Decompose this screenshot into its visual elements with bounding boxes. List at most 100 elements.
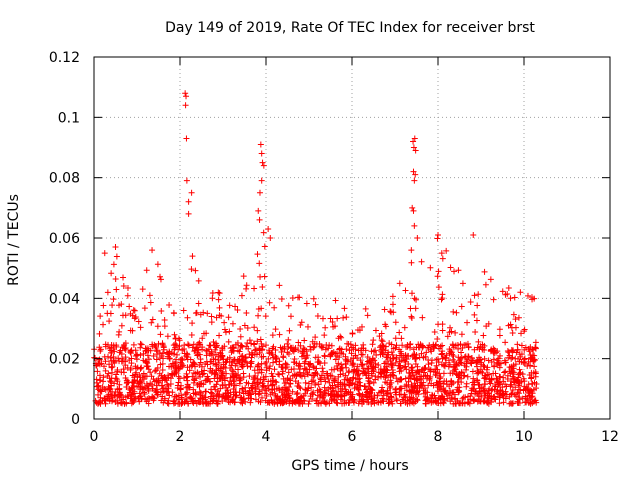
data-point bbox=[474, 370, 481, 377]
data-point bbox=[221, 319, 228, 326]
data-point bbox=[438, 351, 445, 358]
data-point bbox=[327, 315, 334, 322]
data-point bbox=[198, 363, 205, 370]
data-point bbox=[369, 372, 376, 379]
data-point bbox=[191, 360, 198, 367]
data-point bbox=[212, 386, 219, 393]
data-point bbox=[166, 355, 173, 362]
data-point bbox=[244, 340, 251, 347]
data-point bbox=[167, 380, 174, 387]
data-point bbox=[450, 342, 457, 349]
data-point bbox=[426, 342, 433, 349]
data-point bbox=[386, 399, 393, 406]
data-point bbox=[443, 352, 450, 359]
data-point bbox=[108, 270, 115, 277]
data-point bbox=[216, 304, 223, 311]
data-point bbox=[411, 135, 418, 142]
data-point bbox=[268, 349, 275, 356]
data-point bbox=[256, 189, 263, 196]
data-point bbox=[450, 380, 457, 387]
data-point bbox=[266, 299, 273, 306]
data-point bbox=[207, 389, 214, 396]
data-point bbox=[102, 358, 109, 365]
data-point bbox=[172, 335, 179, 342]
data-point bbox=[108, 349, 115, 356]
data-point bbox=[225, 398, 232, 405]
data-point bbox=[453, 371, 460, 378]
data-point bbox=[485, 357, 492, 364]
data-point bbox=[285, 369, 292, 376]
data-point bbox=[344, 340, 351, 347]
data-point bbox=[106, 397, 113, 404]
data-point bbox=[102, 367, 109, 374]
data-point bbox=[506, 368, 513, 375]
data-point bbox=[255, 306, 262, 313]
data-point bbox=[283, 364, 290, 371]
data-point bbox=[158, 372, 165, 379]
data-point bbox=[308, 384, 315, 391]
data-point bbox=[346, 376, 353, 383]
data-point bbox=[448, 328, 455, 335]
data-point bbox=[471, 382, 478, 389]
data-point bbox=[531, 356, 538, 363]
data-point bbox=[234, 347, 241, 354]
data-point bbox=[380, 398, 387, 405]
data-point bbox=[222, 359, 229, 366]
data-point bbox=[272, 378, 279, 385]
data-point bbox=[261, 243, 268, 250]
data-point bbox=[425, 345, 432, 352]
data-point bbox=[426, 376, 433, 383]
data-point bbox=[247, 363, 254, 370]
data-point bbox=[274, 400, 281, 407]
data-point bbox=[322, 324, 329, 331]
data-point bbox=[209, 398, 216, 405]
data-point bbox=[445, 392, 452, 399]
data-point bbox=[131, 307, 138, 314]
data-point bbox=[251, 379, 258, 386]
data-point bbox=[416, 373, 423, 380]
data-point bbox=[434, 235, 441, 242]
data-point bbox=[189, 398, 196, 405]
data-point bbox=[179, 347, 186, 354]
data-point bbox=[481, 268, 488, 275]
data-point bbox=[183, 384, 190, 391]
data-point bbox=[394, 397, 401, 404]
data-point bbox=[381, 367, 388, 374]
data-point bbox=[322, 378, 329, 385]
data-point bbox=[220, 356, 227, 363]
data-point bbox=[376, 333, 383, 340]
data-point bbox=[332, 375, 339, 382]
data-point bbox=[132, 393, 139, 400]
data-point bbox=[286, 327, 293, 334]
data-point bbox=[314, 371, 321, 378]
data-point bbox=[250, 376, 257, 383]
data-point bbox=[350, 369, 357, 376]
data-point bbox=[427, 264, 434, 271]
data-point bbox=[159, 366, 166, 373]
data-point bbox=[225, 338, 232, 345]
data-point bbox=[258, 150, 265, 157]
data-point bbox=[207, 395, 214, 402]
data-point bbox=[314, 313, 321, 320]
data-point bbox=[361, 383, 368, 390]
data-point bbox=[278, 399, 285, 406]
data-point bbox=[387, 377, 394, 384]
data-point bbox=[425, 361, 432, 368]
data-point bbox=[102, 386, 109, 393]
data-point bbox=[481, 355, 488, 362]
data-point bbox=[332, 356, 339, 363]
data-point bbox=[491, 382, 498, 389]
data-point bbox=[332, 297, 339, 304]
data-point bbox=[197, 395, 204, 402]
data-point bbox=[151, 341, 158, 348]
data-point bbox=[160, 344, 167, 351]
data-point bbox=[164, 333, 171, 340]
y-tick-label: 0.04 bbox=[49, 291, 80, 307]
data-point bbox=[389, 400, 396, 407]
data-point bbox=[174, 384, 181, 391]
data-point bbox=[360, 397, 367, 404]
data-point bbox=[93, 376, 100, 383]
data-point bbox=[387, 357, 394, 364]
data-point bbox=[292, 378, 299, 385]
data-point bbox=[167, 375, 174, 382]
